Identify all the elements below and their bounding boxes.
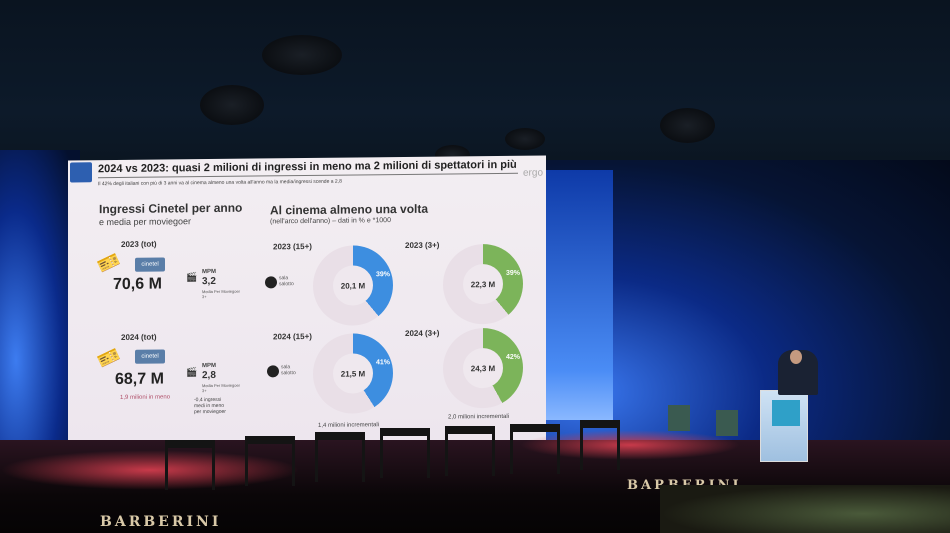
cinema-icon: 🎬 [186, 272, 198, 283]
slide-subtitle: Il 42% degli italiani con più di 3 anni … [98, 178, 342, 188]
sala-salotto-logo-icon [265, 276, 277, 289]
incremental-3: 2,0 milioni incrementali [448, 413, 510, 421]
side-screen [545, 170, 613, 420]
sala-salotto-logo: sala salotto [279, 275, 294, 288]
donut-label: 2023 (3+) [405, 240, 440, 250]
podium-sign [772, 400, 800, 426]
audience-seats [660, 485, 950, 533]
mpm-2023: 3,2 [202, 275, 216, 288]
slide-corner-logo-icon [70, 162, 92, 183]
presentation-slide: 2024 vs 2023: quasi 2 milioni di ingress… [68, 155, 546, 449]
ergo-logo: ergo [523, 167, 544, 179]
directors-chair [445, 426, 495, 476]
right-heading: Al cinema almeno una volta [270, 201, 429, 218]
directors-chair [315, 432, 365, 482]
donut-chart: 24,3 M 42% [443, 327, 523, 409]
donut-center-value: 22,3 M [463, 263, 503, 305]
stage-monitor [716, 410, 738, 436]
ceiling [0, 0, 950, 160]
donut-percent: 39% [376, 271, 391, 279]
ticket-icon: 🎫 [94, 249, 124, 277]
mpm-caption: Media Per Moviegoer 3+ [202, 382, 241, 394]
donut-chart: 21,5 M 41% [313, 333, 393, 414]
sala-salotto-logo-icon [267, 365, 279, 378]
ceiling-speaker [200, 85, 264, 125]
front-brand-text: BARBERINI [100, 514, 222, 530]
donut-label: 2024 (15+) [273, 331, 312, 342]
donut-center-value: 21,5 M [333, 353, 373, 394]
cinetel-logo: cinetel [135, 349, 165, 364]
blue-lit-wall-left [0, 150, 80, 450]
red-stage-light [0, 450, 300, 490]
directors-chair [510, 424, 560, 474]
ceiling-speaker [505, 128, 545, 150]
directors-chair [245, 436, 295, 486]
mpm-delta: -0,4 ingressi medi in meno per moviegoer [194, 396, 226, 416]
mpm-caption: Media Per Moviegoer 3+ [202, 288, 241, 300]
mpm-label: MPM [202, 268, 216, 276]
mpm-2024: 2,8 [202, 369, 216, 382]
incremental-15: 1,4 milioni incrementali [318, 422, 380, 429]
donut-chart: 20,1 M 39% [313, 245, 393, 326]
ingressi-2024: 68,7 M [115, 370, 164, 389]
ceiling-speaker [262, 35, 342, 75]
right-subheading: (nell'arco dell'anno) – dati in % e *100… [270, 217, 391, 226]
donut-center-value: 24,3 M [463, 347, 503, 389]
directors-chair [380, 428, 430, 478]
donut-label: 2024 (3+) [405, 328, 440, 338]
red-stage-light [520, 430, 740, 460]
directors-chair [580, 420, 620, 470]
donut-chart: 22,3 M 39% [443, 243, 523, 325]
donut-percent: 39% [506, 269, 521, 277]
donut-center-value: 20,1 M [333, 265, 373, 306]
directors-chair [165, 440, 215, 490]
cinema-icon: 🎬 [186, 367, 198, 378]
ingressi-2023: 70,6 M [113, 275, 162, 294]
donut-label: 2023 (15+) [273, 241, 312, 252]
row-2024-label: 2024 (tot) [121, 332, 157, 342]
row-2023-label: 2023 (tot) [121, 239, 157, 249]
ingressi-delta: 1,9 milioni in meno [120, 394, 171, 401]
sala-salotto-logo: sala salotto [281, 364, 296, 377]
stage-monitor [668, 405, 690, 431]
donut-percent: 42% [506, 353, 521, 361]
mpm-label: MPM [202, 362, 216, 370]
left-heading: Ingressi Cinetel per anno [99, 200, 243, 217]
cinetel-logo: cinetel [135, 257, 165, 272]
ceiling-speaker [660, 108, 715, 143]
ticket-icon: 🎫 [94, 344, 124, 372]
speaker-head [790, 350, 802, 364]
left-subheading: e media per moviegoer [99, 216, 192, 228]
donut-percent: 41% [376, 359, 391, 367]
